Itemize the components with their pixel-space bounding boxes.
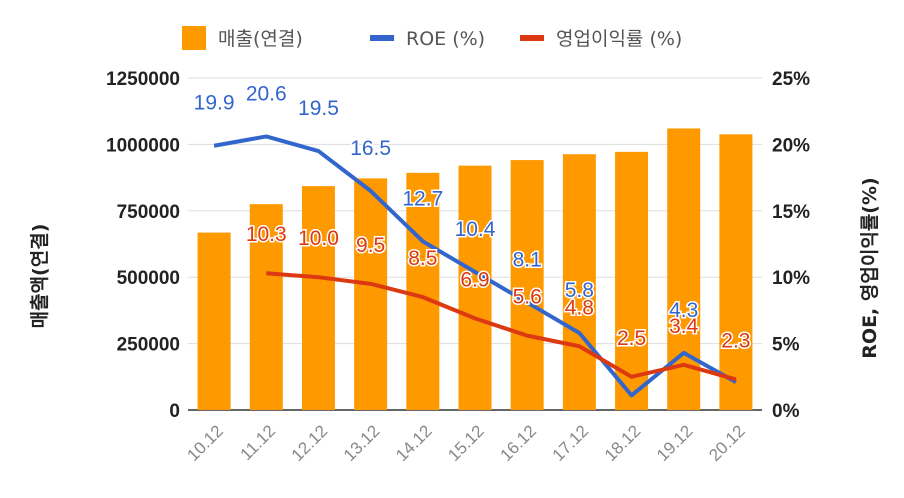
y-tick-label: 1000000 [106, 135, 180, 156]
right-axis-title: ROE, 영업이익률(%) [859, 177, 881, 358]
margin-label-18.12: 2.5 [617, 327, 646, 350]
x-axis-ticks: 10.12 11.12 12.12 13.12 14.12 15.12 16.12 17.12… [183, 421, 748, 465]
margin-label-13.12: 9.5 [356, 234, 385, 257]
y2-tick-label: 15% [772, 202, 810, 223]
legend: 매출(연결) ROE (%) 영업이익률 (%) [182, 26, 682, 50]
margin-label-16.12: 5.6 [513, 286, 542, 309]
x-tick-label: 17.12 [549, 421, 593, 465]
bar-10.12 [197, 232, 231, 410]
series-lines [213, 134, 737, 398]
roe-label-12.12: 19.5 [298, 97, 339, 120]
x-tick-label: 10.12 [183, 421, 227, 465]
x-tick-label: 16.12 [496, 421, 540, 465]
roe-label-19.12: 4.3 [669, 299, 698, 322]
x-tick-label: 14.12 [392, 421, 436, 465]
y-tick-label: 500000 [117, 268, 180, 289]
roe-label-14.12: 12.7 [402, 187, 443, 210]
revenue-bars [197, 128, 753, 411]
bar-17.12 [562, 154, 596, 410]
operating-margin-line [266, 271, 737, 382]
roe-label-10.12: 19.9 [194, 92, 235, 115]
x-tick-label: 13.12 [340, 421, 384, 465]
legend-swatch-line [370, 35, 394, 41]
y2-tick-label: 10% [772, 268, 810, 289]
margin-label-11.12: 10.3 [246, 223, 287, 246]
bar-11.12 [249, 204, 283, 410]
legend-swatch-bar [182, 26, 206, 50]
x-tick-label: 12.12 [288, 421, 332, 465]
y2-tick-label: 20% [772, 135, 810, 156]
margin-label-17.12: 4.8 [565, 296, 594, 319]
margin-label-15.12: 6.9 [460, 268, 489, 291]
legend-label: ROE (%) [406, 28, 485, 50]
legend-item: 매출(연결) [182, 26, 303, 50]
right-axis-ticks: 0% 5% 10% 15% 20% 25% [772, 69, 810, 422]
bar-12.12 [301, 186, 335, 410]
roe-label-11.12: 20.6 [246, 82, 287, 105]
bar-14.12 [406, 172, 440, 410]
x-tick-label: 19.12 [653, 421, 697, 465]
x-tick-label: 11.12 [236, 421, 279, 464]
y2-tick-label: 25% [772, 69, 810, 90]
y-tick-label: 0 [169, 401, 180, 422]
x-tick-label: 18.12 [601, 421, 645, 465]
margin-label-14.12: 8.5 [408, 247, 437, 270]
legend-swatch-line [520, 35, 544, 41]
data-labels: 19.9 20.6 19.5 16.5 12.7 10.4 8.1 5.8 4.3 10.3 10.… [192, 81, 752, 354]
y-tick-label: 250000 [117, 335, 180, 356]
left-axis-ticks: 0 250000 500000 750000 1000000 1250000 [106, 69, 180, 422]
roe-label-16.12: 8.1 [513, 248, 542, 271]
legend-label: 영업이익률 (%) [556, 28, 682, 50]
bar-15.12 [458, 165, 492, 410]
margin-label-12.12: 10.0 [298, 227, 339, 250]
bar-13.12 [354, 178, 388, 410]
margin-label-19.12: 3.4 [669, 315, 699, 338]
y-tick-label: 1250000 [106, 69, 180, 90]
legend-item: 영업이익률 (%) [520, 28, 682, 50]
left-axis-title: 매출액(연결) [29, 224, 51, 329]
legend-item: ROE (%) [370, 28, 485, 50]
y-tick-label: 750000 [117, 202, 180, 223]
roe-label-15.12: 10.4 [455, 218, 496, 241]
x-tick-label: 20.12 [705, 421, 749, 465]
y2-tick-label: 5% [772, 335, 800, 356]
bar-18.12 [615, 151, 649, 411]
margin-label-20.12: 2.3 [721, 329, 750, 352]
roe-label-17.12: 5.8 [565, 279, 594, 302]
legend-label: 매출(연결) [218, 28, 303, 50]
x-tick-label: 15.12 [444, 421, 488, 465]
bar-16.12 [510, 160, 544, 410]
roe-label-13.12: 16.5 [350, 137, 391, 160]
bar-20.12 [719, 134, 753, 411]
y2-tick-label: 0% [772, 401, 800, 422]
